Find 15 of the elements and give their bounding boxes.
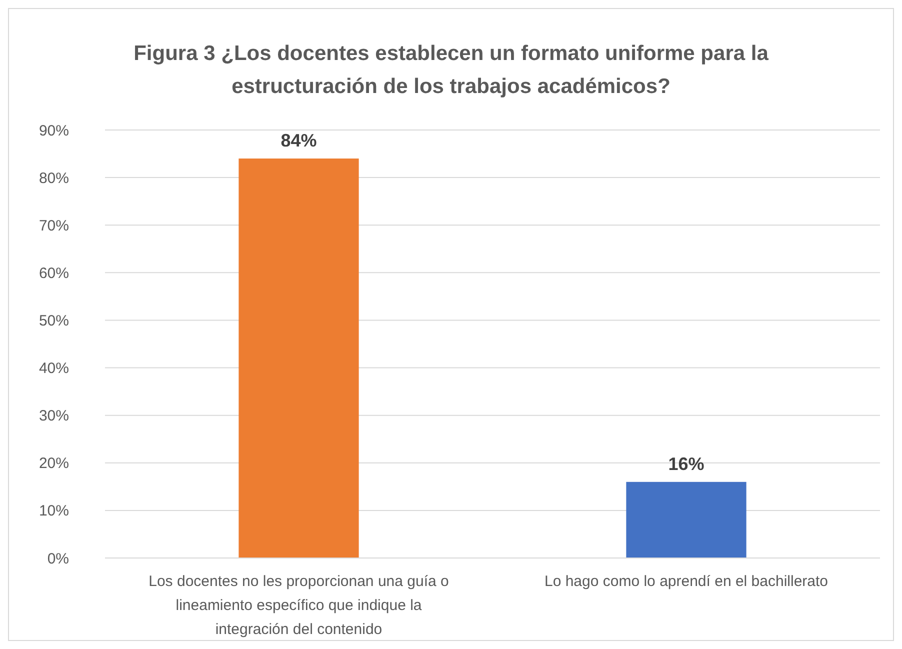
y-tick-label: 10% bbox=[38, 502, 69, 520]
y-tick-label: 30% bbox=[38, 408, 69, 425]
chart-title: Figura 3 ¿Los docentes establecen un formato uniforme para la estructuración de los trabajos académicos? bbox=[134, 42, 769, 98]
data-label: 84% bbox=[280, 130, 317, 151]
y-tick-label: 80% bbox=[38, 170, 69, 187]
y-tick-label: 90% bbox=[38, 122, 69, 140]
y-tick-label: 50% bbox=[38, 312, 69, 330]
y-tick-label: 40% bbox=[38, 360, 69, 378]
x-tick-label: Los docentes no les proporcionan una guía o lineamiento específico que indique la integración del contenido bbox=[148, 573, 449, 638]
y-tick-label: 20% bbox=[38, 455, 69, 472]
x-tick-label: Lo hago como lo aprendí en el bachillerato bbox=[544, 573, 828, 590]
data-label: 16% bbox=[668, 454, 704, 474]
y-tick-label: 0% bbox=[47, 550, 69, 568]
y-tick-label: 70% bbox=[38, 217, 69, 234]
y-tick-label: 60% bbox=[38, 264, 69, 282]
